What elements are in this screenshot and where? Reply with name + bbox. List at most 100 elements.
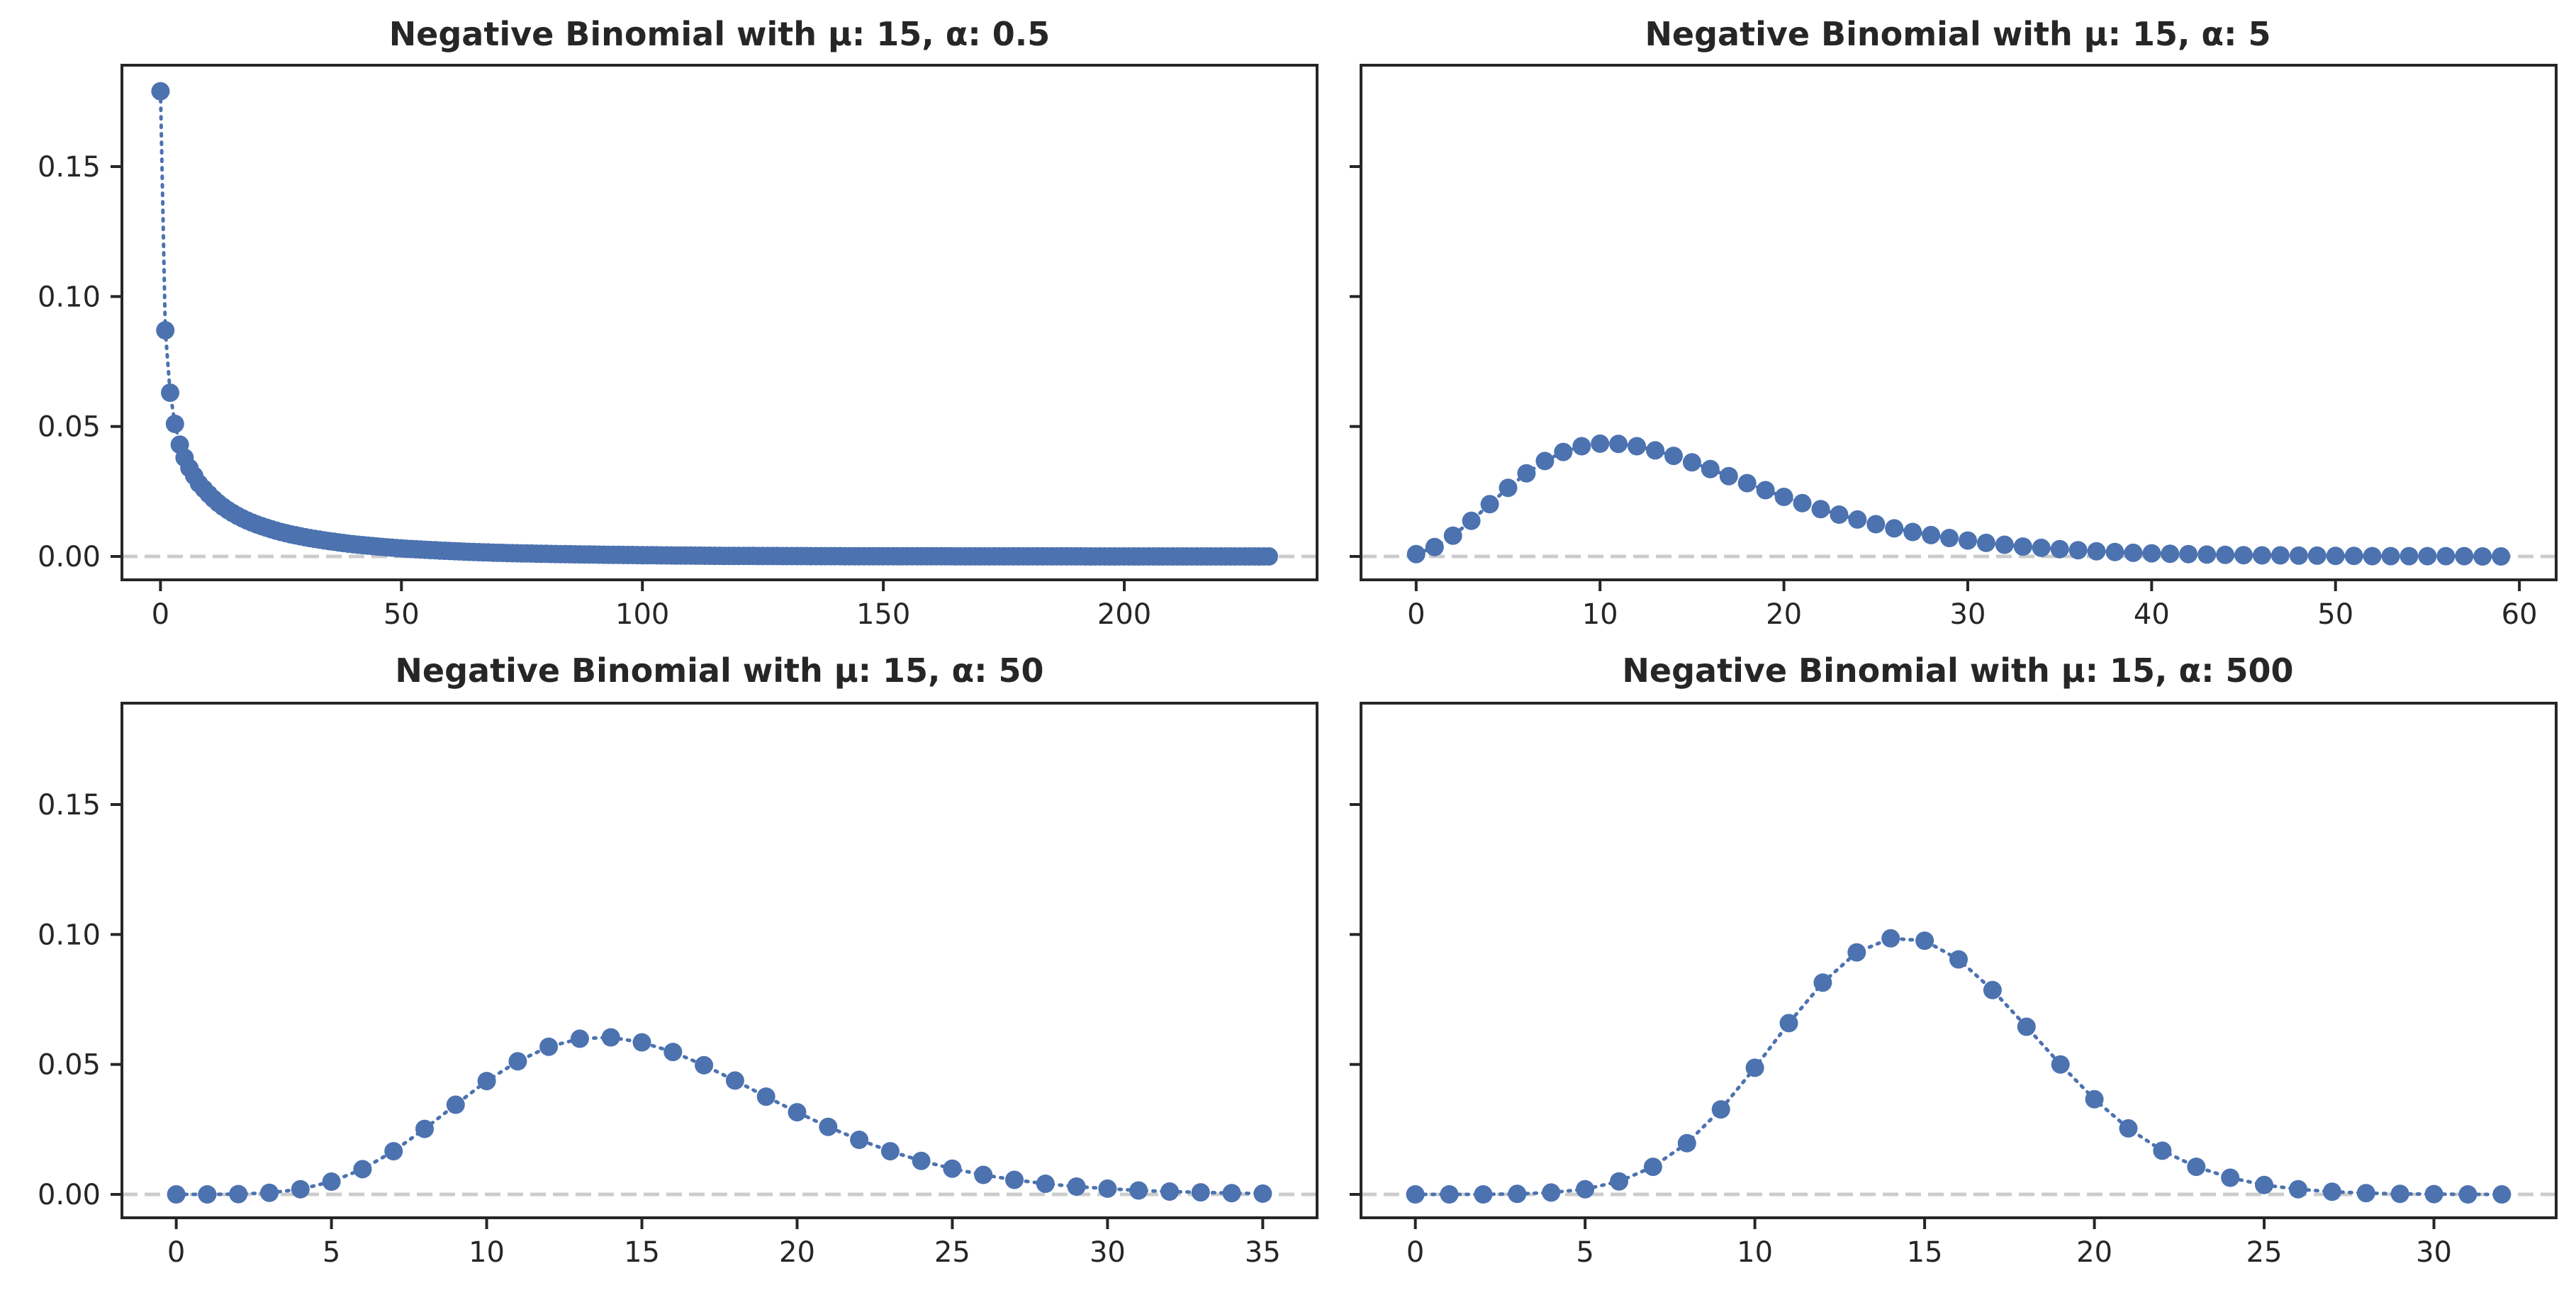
data-point	[161, 383, 179, 402]
y-tick-label: 0.00	[38, 1179, 101, 1211]
data-point	[1480, 495, 1499, 514]
data-point	[2363, 547, 2382, 566]
data-point	[477, 1072, 496, 1091]
data-point	[1643, 1158, 1662, 1177]
data-point	[2197, 545, 2217, 564]
x-tick-label: 25	[934, 1236, 970, 1269]
data-point	[1959, 531, 1977, 550]
data-point	[2436, 547, 2455, 566]
data-point	[1811, 500, 1830, 519]
x-tick-label: 30	[1090, 1236, 1126, 1269]
data-point	[2105, 542, 2124, 561]
data-point	[2399, 547, 2419, 566]
x-tick-label: 100	[615, 598, 669, 631]
data-point	[1425, 537, 1444, 556]
data-point	[1609, 435, 1628, 454]
data-point	[1976, 533, 1995, 552]
data-point	[1847, 943, 1866, 962]
data-point	[1682, 453, 1701, 472]
data-point	[1508, 1184, 1527, 1204]
x-tick-label: 10	[1737, 1236, 1773, 1269]
y-tick-label: 0.10	[38, 281, 101, 313]
data-point	[1499, 478, 1518, 498]
data-point	[2087, 542, 2106, 561]
data-point	[415, 1119, 434, 1138]
data-point	[1443, 526, 1462, 545]
data-point	[850, 1131, 869, 1149]
data-point	[2390, 1184, 2409, 1204]
data-point	[2381, 547, 2400, 566]
data-point	[756, 1087, 775, 1106]
data-point	[2289, 1179, 2307, 1199]
data-point	[1737, 474, 1757, 493]
panel-title: Negative Binomial with μ: 15, α: 0.5	[389, 15, 1051, 53]
data-point	[1745, 1058, 1764, 1077]
data-point	[260, 1183, 279, 1202]
panel-bottom-right: Negative Binomial with μ: 15, α: 500 0 5 1…	[1350, 651, 2558, 1269]
data-point	[2124, 543, 2143, 562]
data-point	[1222, 1184, 1241, 1203]
panel-top-right: Negative Binomial with μ: 15, α: 5 0 10 20…	[1350, 15, 2558, 631]
data-point	[2255, 1175, 2274, 1194]
data-point	[353, 1160, 372, 1179]
data-point	[819, 1117, 838, 1136]
data-point	[1848, 510, 1867, 529]
x-tick-label: 25	[2246, 1236, 2283, 1269]
axes-frame	[121, 64, 1318, 581]
data-point	[1406, 544, 1426, 564]
data-point	[1774, 488, 1793, 506]
data-point	[151, 82, 170, 101]
data-point	[322, 1172, 341, 1191]
data-point	[1628, 437, 1647, 456]
data-point	[1995, 535, 2014, 554]
axes-frame	[121, 702, 1318, 1219]
x-tick-label: 0	[1407, 598, 1425, 631]
panel-top-left: Negative Binomial with μ: 15, α: 0.5 0 50…	[38, 15, 1318, 631]
data-point	[1067, 1177, 1086, 1196]
data-point	[384, 1142, 403, 1161]
panel-bottom-left: Negative Binomial with μ: 15, α: 50 0 5 10…	[38, 651, 1318, 1269]
data-point	[1915, 931, 1934, 951]
data-point	[1253, 1184, 1272, 1203]
data-point	[1793, 493, 1812, 512]
y-tick-label: 0.05	[38, 1049, 101, 1082]
data-point	[1517, 464, 1536, 483]
data-point	[1572, 437, 1591, 456]
data-point	[695, 1055, 714, 1075]
data-point	[1036, 1175, 1055, 1193]
data-point	[165, 415, 184, 433]
data-point	[2221, 1168, 2240, 1187]
x-tick-label: 30	[2416, 1236, 2452, 1269]
x-tick-label: 0	[167, 1236, 185, 1269]
x-tick-label: 20	[1766, 598, 1802, 631]
data-point	[2492, 547, 2511, 566]
data-point	[1813, 973, 1832, 992]
data-point	[2068, 541, 2088, 560]
data-point	[2017, 1017, 2036, 1036]
data-point	[725, 1071, 744, 1090]
data-point	[2142, 544, 2161, 563]
x-tick-label: 50	[2317, 598, 2353, 631]
data-point	[1701, 459, 1720, 478]
y-tick-label: 0.10	[38, 919, 101, 951]
data-point	[2032, 538, 2051, 557]
data-point	[1610, 1172, 1628, 1191]
data-point	[2424, 1184, 2443, 1204]
data-point	[2119, 1119, 2138, 1138]
data-point	[1129, 1181, 1148, 1200]
data-point	[2418, 547, 2437, 566]
data-point	[2322, 1182, 2341, 1201]
data-point	[2289, 546, 2308, 565]
x-tick-label: 50	[383, 598, 420, 631]
data-point	[1191, 1183, 1210, 1202]
x-tick-label: 20	[779, 1236, 815, 1269]
data-point	[2253, 546, 2271, 565]
y-tick-label: 0.15	[38, 151, 101, 184]
x-tick-label: 30	[1950, 598, 1986, 631]
data-point	[2187, 1158, 2206, 1177]
data-point	[1576, 1179, 1595, 1199]
x-tick-label: 40	[2134, 598, 2170, 631]
data-point	[539, 1037, 559, 1056]
y-tick-label: 0.15	[38, 789, 101, 822]
